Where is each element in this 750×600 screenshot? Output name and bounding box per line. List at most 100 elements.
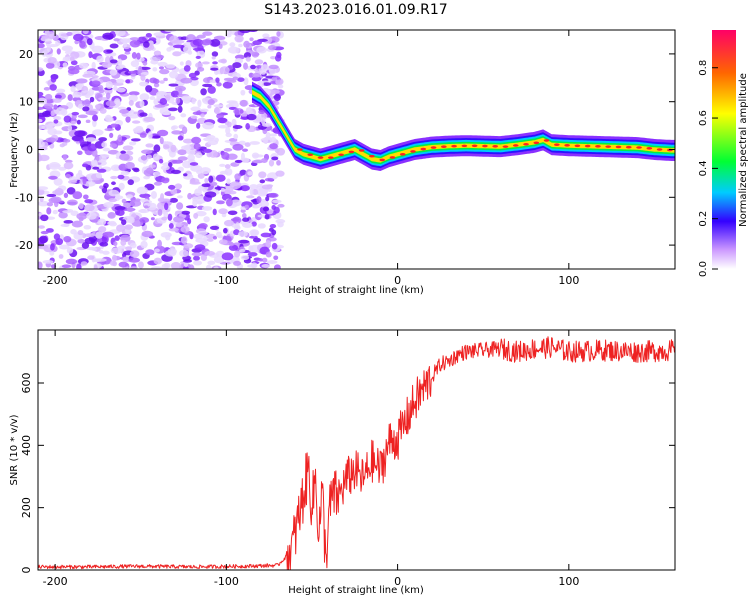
spectral-blob bbox=[251, 204, 261, 209]
spectral-blob bbox=[91, 45, 104, 54]
spectral-blob bbox=[234, 108, 240, 116]
spectral-blob bbox=[172, 44, 185, 49]
spectral-blob bbox=[102, 231, 115, 238]
spectral-blob bbox=[109, 69, 118, 76]
colorbar-gradient bbox=[712, 30, 736, 269]
snr-frame bbox=[37, 329, 676, 571]
spectral-blob bbox=[273, 93, 281, 102]
spectral-blob bbox=[233, 260, 242, 266]
spectral-blob bbox=[211, 56, 216, 60]
spectral-blob bbox=[180, 225, 190, 233]
spectral-blob bbox=[228, 242, 235, 247]
spectral-blob bbox=[62, 62, 68, 68]
spectral-blob bbox=[273, 264, 281, 269]
colorbar-ticks: 0.0 0.2 0.4 0.6 0.8 bbox=[698, 60, 718, 277]
spectral-blob bbox=[213, 106, 220, 114]
spectral-blob bbox=[159, 98, 168, 105]
spectral-blob bbox=[217, 117, 228, 124]
spectral-blob bbox=[235, 222, 240, 229]
spectral-blob bbox=[84, 237, 96, 245]
ridge-peak bbox=[677, 149, 683, 152]
spectral-blob bbox=[80, 261, 88, 266]
spectral-blob bbox=[218, 43, 223, 49]
spectral-blob bbox=[77, 229, 84, 236]
spectral-blob bbox=[132, 120, 141, 124]
spectral-blob bbox=[127, 179, 134, 186]
spectral-blob bbox=[143, 116, 156, 122]
spectral-blob bbox=[277, 203, 285, 208]
spectral-blob bbox=[38, 43, 45, 49]
spectral-blob bbox=[238, 140, 246, 146]
spectral-blob bbox=[202, 148, 213, 153]
spectral-blob bbox=[120, 170, 130, 176]
spectral-blob bbox=[82, 30, 89, 35]
spectral-blob bbox=[63, 192, 69, 198]
spectral-blob bbox=[198, 223, 208, 229]
spectral-blob bbox=[72, 91, 83, 98]
ridge-peak bbox=[656, 148, 663, 151]
spectral-blob bbox=[232, 125, 243, 130]
ridge-peak bbox=[399, 152, 406, 156]
spectral-blob bbox=[232, 143, 244, 151]
spectral-blob bbox=[125, 246, 133, 251]
spectral-blob bbox=[194, 244, 206, 251]
spectral-blob bbox=[183, 45, 192, 54]
spectral-blob bbox=[199, 108, 209, 113]
spectral-blob bbox=[276, 147, 286, 156]
spectral-blob bbox=[63, 115, 72, 123]
spectral-blob bbox=[207, 85, 216, 94]
spectral-blob bbox=[157, 201, 166, 210]
spectral-blob bbox=[129, 37, 140, 41]
spectral-blob bbox=[143, 175, 151, 180]
spectral-blob bbox=[221, 252, 234, 261]
spectral-blob bbox=[70, 60, 78, 66]
spectral-blob bbox=[168, 83, 179, 87]
spectral-blob bbox=[226, 178, 231, 185]
spectral-blob bbox=[161, 216, 168, 221]
spectral-blob bbox=[258, 187, 269, 195]
spectral-blob bbox=[268, 64, 279, 70]
spectral-blob bbox=[47, 57, 57, 64]
spectral-blob bbox=[76, 263, 82, 269]
spectral-blob bbox=[172, 51, 182, 57]
spectral-blob bbox=[128, 99, 134, 106]
spectral-blob bbox=[180, 77, 193, 84]
figure-title: S143.2023.016.01.09.R17 bbox=[264, 2, 447, 18]
spectral-blob bbox=[129, 39, 141, 48]
spectral-blob bbox=[256, 46, 267, 54]
spectral-blob bbox=[152, 153, 160, 161]
spectral-blob bbox=[191, 97, 196, 105]
x-tick-label: 0 bbox=[394, 575, 401, 588]
spectral-blob bbox=[140, 240, 148, 249]
spectral-blob bbox=[101, 62, 113, 69]
spectral-blob bbox=[242, 212, 247, 219]
spectral-blob bbox=[269, 143, 278, 150]
spectral-blob bbox=[40, 230, 49, 235]
spectral-blob bbox=[126, 194, 134, 199]
spectral-blob bbox=[38, 200, 49, 207]
spectral-blob bbox=[201, 206, 213, 211]
spectral-blob bbox=[58, 254, 64, 259]
spectral-blob bbox=[225, 132, 232, 138]
ridge-peak bbox=[523, 142, 529, 146]
spectral-blob bbox=[268, 45, 277, 51]
spectral-blob bbox=[207, 139, 219, 146]
ridge-peak bbox=[615, 145, 622, 149]
spectral-blob bbox=[237, 77, 245, 82]
spectral-blob bbox=[197, 44, 204, 51]
spectral-blob bbox=[128, 114, 139, 119]
spectral-blob bbox=[164, 250, 177, 257]
spectral-blob bbox=[187, 218, 192, 225]
spectral-blob bbox=[249, 141, 260, 145]
spectral-blob bbox=[243, 40, 250, 48]
spectral-blob bbox=[141, 230, 154, 238]
spectral-blob bbox=[233, 133, 239, 140]
spectral-blob bbox=[109, 132, 114, 139]
spectral-blob bbox=[103, 202, 115, 208]
x-tick-label: 100 bbox=[558, 575, 579, 588]
spectral-blob bbox=[139, 217, 150, 224]
spectral-blob bbox=[145, 249, 155, 256]
spectral-blob bbox=[251, 72, 261, 78]
spectral-blob bbox=[79, 138, 85, 145]
spectral-blob bbox=[190, 106, 201, 112]
